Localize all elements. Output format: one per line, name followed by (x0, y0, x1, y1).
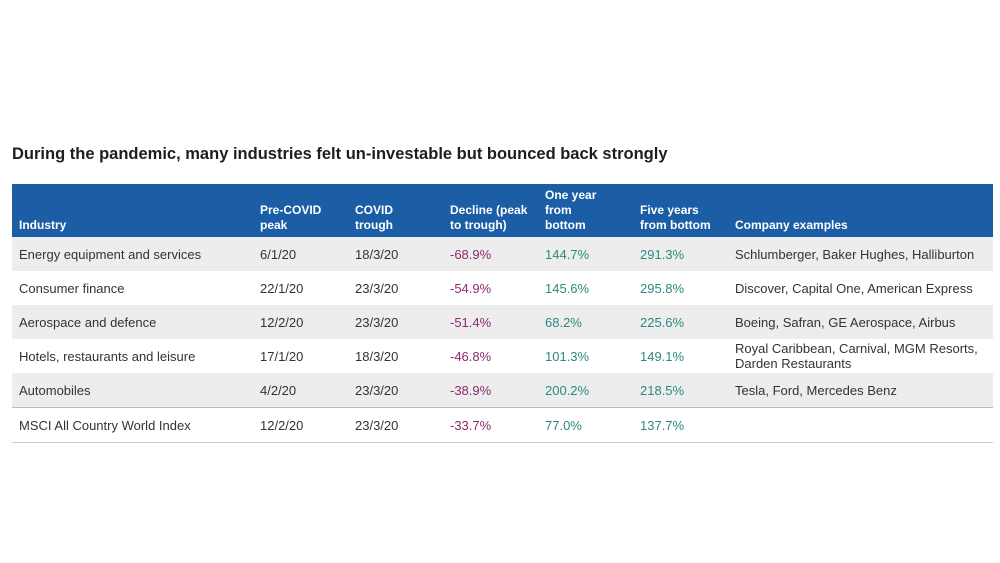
table-row: MSCI All Country World Index 12/2/20 23/3/… (12, 407, 993, 443)
table-cell: Aerospace and defence (12, 305, 253, 339)
table-cell: 225.6% (633, 305, 728, 339)
table-cell: 12/2/20 (253, 305, 348, 339)
table-cell: -38.9% (443, 373, 538, 408)
table-cell: 144.7% (538, 237, 633, 271)
table-row: Hotels, restaurants and leisure 17/1/20 18… (12, 339, 993, 373)
table-cell: Hotels, restaurants and leisure (19, 348, 196, 364)
table-row: Automobiles 4/2/20 23/3/20 -38.9% 200.2% 218.… (12, 373, 993, 408)
table-cell: Royal Caribbean, Carnival, MGM Resorts, … (735, 341, 978, 371)
column-header: Company examples (728, 184, 993, 237)
table-cell: 4/2/20 (253, 373, 348, 408)
column-header: Decline (peak to trough) (443, 184, 538, 237)
header-row: Industry Pre-COVID peak COVID trough Declin… (12, 184, 993, 237)
column-header: COVID trough (348, 184, 443, 237)
table-cell: 200.2% (538, 373, 633, 408)
table-cell: Boeing, Safran, GE Aerospace, Airbus (728, 305, 993, 339)
table-cell: 23/3/20 (355, 280, 399, 296)
table-cell: -68.9% (443, 237, 538, 271)
table-body: Energy equipment and services 6/1/20 18/3/… (12, 237, 993, 443)
column-header: Five years from bottom (633, 184, 728, 237)
data-table: Industry Pre-COVID peak COVID trough Declin… (12, 184, 993, 443)
table-cell: 12/2/20 (253, 407, 348, 443)
table-cell: -54.9% (450, 280, 492, 296)
table-cell: Tesla, Ford, Mercedes Benz (728, 373, 993, 408)
header-text: Company examples (735, 218, 848, 232)
table-cell (728, 407, 993, 443)
table-cell: 18/3/20 (355, 348, 399, 364)
table-row: Consumer finance 22/1/20 23/3/20 -54.9% 145.… (12, 271, 993, 305)
table-cell: 23/3/20 (348, 373, 443, 408)
table-cell: 218.5% (633, 373, 728, 408)
table-cell: Energy equipment and services (12, 237, 253, 271)
header-text: Industry (19, 218, 67, 232)
header-text: Five years from bottom (640, 203, 711, 232)
header-text: Pre-COVID peak (260, 203, 322, 232)
table-cell: 68.2% (538, 305, 633, 339)
table-cell: 295.8% (640, 280, 685, 296)
table-cell: 22/1/20 (260, 280, 304, 296)
table-cell: 145.6% (545, 280, 590, 296)
table-title: During the pandemic, many industries fel… (12, 145, 668, 163)
header-text: Decline (peak to trough) (450, 203, 528, 232)
table-cell: 17/1/20 (260, 348, 304, 364)
table-cell: Automobiles (12, 373, 253, 408)
column-header: Industry (12, 184, 253, 237)
table-cell: 77.0% (538, 407, 633, 443)
table-row: Energy equipment and services 6/1/20 18/3/… (12, 237, 993, 271)
column-header: One year from bottom (538, 184, 633, 237)
table-cell: Discover, Capital One, American Express (735, 280, 973, 296)
column-header: Pre-COVID peak (253, 184, 348, 237)
header-text: One year from bottom (545, 188, 597, 232)
table-cell: 101.3% (545, 348, 590, 364)
table-cell: -51.4% (443, 305, 538, 339)
header-text: COVID trough (355, 203, 394, 232)
table-cell: 291.3% (633, 237, 728, 271)
table-cell: 18/3/20 (348, 237, 443, 271)
table-cell: 149.1% (640, 348, 685, 364)
table-cell: 6/1/20 (253, 237, 348, 271)
table-cell: -46.8% (450, 348, 492, 364)
table-row: Aerospace and defence 12/2/20 23/3/20 -51.4… (12, 305, 993, 339)
table-cell: -33.7% (443, 407, 538, 443)
table-cell: 137.7% (633, 407, 728, 443)
table-cell: Consumer finance (19, 280, 125, 296)
table-cell: Schlumberger, Baker Hughes, Halliburton (728, 237, 993, 271)
table-cell: 23/3/20 (348, 407, 443, 443)
table-cell: 23/3/20 (348, 305, 443, 339)
table-cell: MSCI All Country World Index (12, 407, 253, 443)
